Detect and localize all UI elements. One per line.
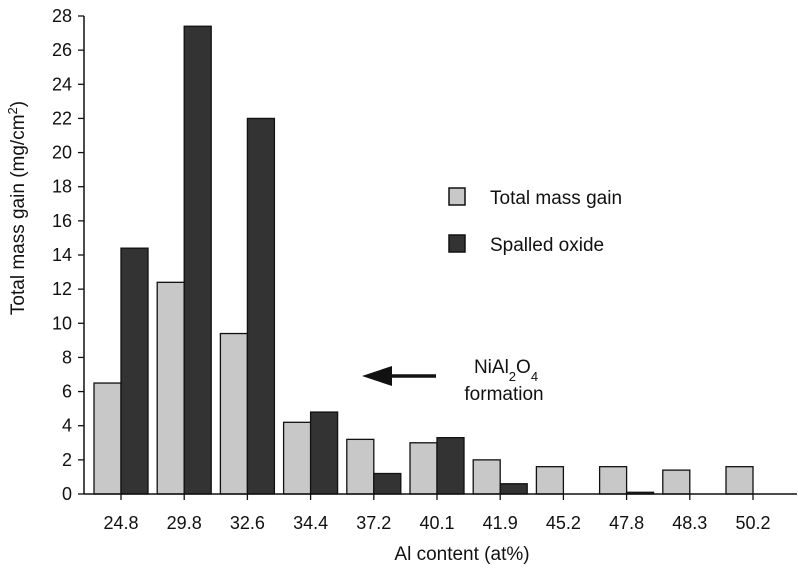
y-tick-label: 12: [52, 279, 72, 299]
x-tick-label: 29.8: [167, 513, 202, 533]
bar-total-mass-gain-40-1: [409, 442, 438, 495]
bar-total-mass-gain-47-8: [598, 466, 628, 495]
y-tick-label: 10: [52, 313, 72, 333]
x-ticks-group: 24.8 29.8 32.6 34.4 37.2 40.1 41.9 45.2 47.8 48.3…: [103, 494, 771, 533]
annotation-sub-4: 4: [531, 369, 538, 384]
y-axis-title-main: Total mass gain (mg/cm: [8, 114, 29, 315]
annotation-line-1: NiAl2O4: [474, 357, 538, 384]
bar-total-mass-gain-24-8: [93, 382, 122, 495]
bar-spalled-oxide-29-8: [183, 25, 212, 495]
y-tick-label: 4: [62, 416, 72, 436]
x-tick-label: 45.2: [546, 513, 581, 533]
annotation-o: O: [516, 357, 531, 378]
y-tick-label: 16: [52, 211, 72, 231]
x-tick-label: 32.6: [230, 513, 265, 533]
y-tick-label: 6: [62, 382, 72, 402]
legend-swatch-total-mass-gain: [448, 187, 466, 206]
bar-total-mass-gain-37-2: [346, 438, 375, 495]
x-tick-label: 34.4: [293, 513, 328, 533]
y-tick-label: 14: [52, 245, 72, 265]
y-axis-title: Total mass gain (mg/cm2): [5, 101, 30, 315]
y-tick-label: 8: [62, 347, 72, 367]
annotation-sub-2: 2: [509, 369, 516, 384]
legend-label-spalled-oxide: Spalled oxide: [490, 235, 604, 256]
legend-label-total-mass-gain: Total mass gain: [490, 188, 622, 209]
bar-total-mass-gain-50-2: [725, 466, 754, 495]
annotation-ni-al: NiAl: [474, 357, 509, 378]
y-tick-label: 28: [52, 6, 72, 26]
x-tick-label: 47.8: [609, 513, 644, 533]
x-tick-label: 41.9: [483, 513, 518, 533]
y-tick-label: 24: [52, 74, 72, 94]
bar-total-mass-gain-41-9: [472, 459, 501, 495]
y-axis-title-tail: ): [8, 101, 29, 107]
legend-swatch-spalled-oxide: [448, 234, 466, 253]
x-tick-label: 37.2: [356, 513, 391, 533]
y-tick-label: 26: [52, 40, 72, 60]
bar-spalled-oxide-32-6: [246, 117, 276, 495]
y-tick-label: 20: [52, 143, 72, 163]
annotation-nial2o4: NiAl2O4 formation: [362, 357, 544, 405]
legend: Total mass gain Spalled oxide: [448, 187, 622, 256]
bar-spalled-oxide-41-9: [499, 483, 528, 495]
x-tick-label: 48.3: [672, 513, 707, 533]
x-tick-label: 40.1: [419, 513, 454, 533]
y-axis-title-sup: 2: [5, 107, 20, 114]
bar-spalled-oxide-37-2: [373, 472, 402, 495]
y-tick-label: 0: [62, 484, 72, 504]
x-tick-label: 24.8: [103, 513, 138, 533]
x-tick-label: 50.2: [735, 513, 770, 533]
annotation-arrow-head: [362, 366, 392, 386]
bar-spalled-oxide-24-8: [120, 247, 149, 495]
y-tick-label: 2: [62, 450, 72, 470]
bar-total-mass-gain-48-3: [662, 469, 691, 495]
x-axis-title: Al content (at%): [394, 544, 529, 565]
bar-spalled-oxide-34-4: [309, 411, 339, 495]
annotation-line-2: formation: [464, 384, 543, 405]
bar-spalled-oxide-40-1: [436, 437, 465, 495]
bar-total-mass-gain-45-2: [535, 466, 565, 495]
bar-total-mass-gain-29-8: [156, 281, 185, 495]
bar-total-mass-gain-34-4: [282, 421, 312, 495]
bar-total-mass-gain-32-6: [219, 332, 249, 495]
y-tick-label: 22: [52, 108, 72, 128]
y-tick-label: 18: [52, 177, 72, 197]
bars-group: [93, 25, 754, 495]
